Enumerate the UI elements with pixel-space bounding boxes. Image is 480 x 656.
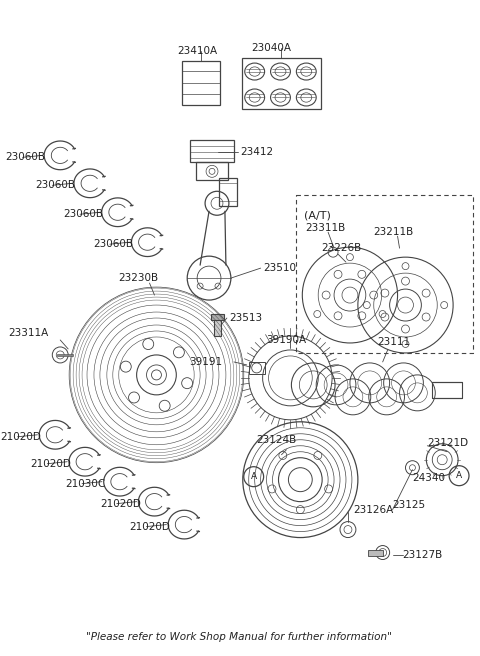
- Bar: [211, 314, 224, 320]
- Text: 21020D: 21020D: [0, 432, 42, 441]
- Text: 23127B: 23127B: [403, 550, 443, 560]
- Text: 23510: 23510: [264, 263, 297, 273]
- Bar: [190, 140, 234, 162]
- Text: A: A: [251, 472, 257, 482]
- Bar: [296, 195, 473, 353]
- Bar: [182, 60, 220, 106]
- Text: 23125: 23125: [393, 500, 426, 510]
- Text: 23513: 23513: [229, 313, 262, 323]
- Text: 23060B: 23060B: [6, 152, 46, 163]
- Text: 39191: 39191: [189, 357, 222, 367]
- Text: 39190A: 39190A: [266, 335, 307, 345]
- Text: 23412: 23412: [240, 148, 273, 157]
- Bar: [368, 550, 383, 556]
- Text: 21020D: 21020D: [130, 522, 170, 531]
- Bar: [242, 58, 321, 110]
- Text: 23040A: 23040A: [252, 43, 292, 52]
- Text: 24340: 24340: [412, 473, 445, 483]
- Text: 23121D: 23121D: [427, 438, 468, 448]
- Text: 23060B: 23060B: [63, 209, 103, 219]
- Bar: [196, 162, 228, 180]
- Text: 23211B: 23211B: [373, 227, 413, 237]
- Text: 21020D: 21020D: [30, 459, 72, 469]
- Bar: [219, 178, 237, 206]
- Bar: [432, 382, 462, 398]
- Text: 23311A: 23311A: [9, 328, 49, 338]
- Text: 23060B: 23060B: [36, 180, 75, 190]
- Text: 21020D: 21020D: [100, 499, 141, 508]
- Text: 23126A: 23126A: [353, 504, 393, 514]
- Bar: [57, 354, 73, 356]
- Text: (A/T): (A/T): [304, 211, 331, 220]
- Text: 23410A: 23410A: [177, 45, 217, 56]
- Text: A: A: [456, 471, 462, 480]
- Text: 23111: 23111: [378, 337, 411, 347]
- Bar: [249, 362, 264, 374]
- Text: 21030C: 21030C: [65, 479, 106, 489]
- Bar: [214, 314, 221, 336]
- Text: 23230B: 23230B: [118, 273, 158, 283]
- Text: "Please refer to Work Shop Manual for further information": "Please refer to Work Shop Manual for fu…: [86, 632, 392, 642]
- Text: 23060B: 23060B: [93, 239, 133, 249]
- Text: 23226B: 23226B: [321, 243, 361, 253]
- Text: 23124B: 23124B: [257, 435, 297, 445]
- Text: 23311B: 23311B: [305, 223, 346, 234]
